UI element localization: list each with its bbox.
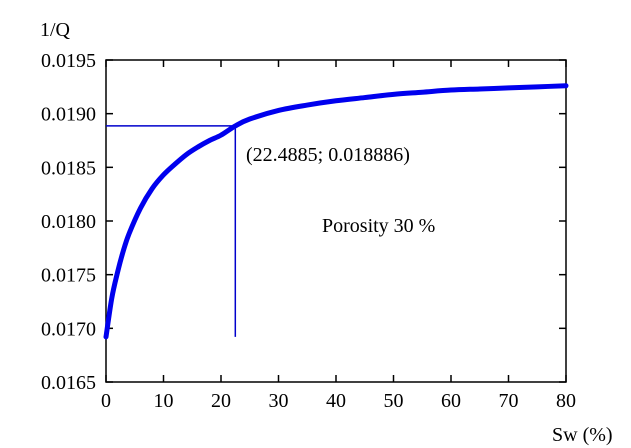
x-tick-label: 60 (441, 390, 461, 412)
point-annotation: (22.4885; 0.018886) (246, 144, 410, 166)
x-tick-label: 0 (101, 390, 111, 412)
y-axis-label: 1/Q (40, 19, 71, 41)
x-tick-label: 10 (154, 390, 174, 412)
x-tick-label: 70 (499, 390, 519, 412)
x-tick-label: 80 (556, 390, 576, 412)
x-tick-label: 40 (326, 390, 346, 412)
series-curve (103, 83, 569, 340)
y-tick-label: 0.0175 (41, 265, 96, 287)
y-tick-label: 0.0180 (41, 211, 96, 233)
y-axis-ticks: 0.0165 0.0170 0.0175 0.0180 0.0185 0.0190 0.01… (41, 50, 566, 394)
y-tick-label: 0.0195 (41, 50, 96, 72)
x-axis-ticks: 0 10 20 30 40 50 60 70 80 (101, 60, 576, 412)
y-tick-label: 0.0190 (41, 104, 96, 126)
y-tick-label: 0.0165 (41, 372, 96, 394)
y-tick-label: 0.0185 (41, 157, 96, 179)
x-tick-label: 30 (269, 390, 289, 412)
x-tick-label: 50 (384, 390, 404, 412)
porosity-annotation: Porosity 30 % (322, 215, 435, 237)
y-tick-label: 0.0170 (41, 318, 96, 340)
marker-guides (106, 125, 237, 337)
x-axis-label: Sw (%) (552, 424, 613, 446)
x-tick-label: 20 (211, 390, 231, 412)
